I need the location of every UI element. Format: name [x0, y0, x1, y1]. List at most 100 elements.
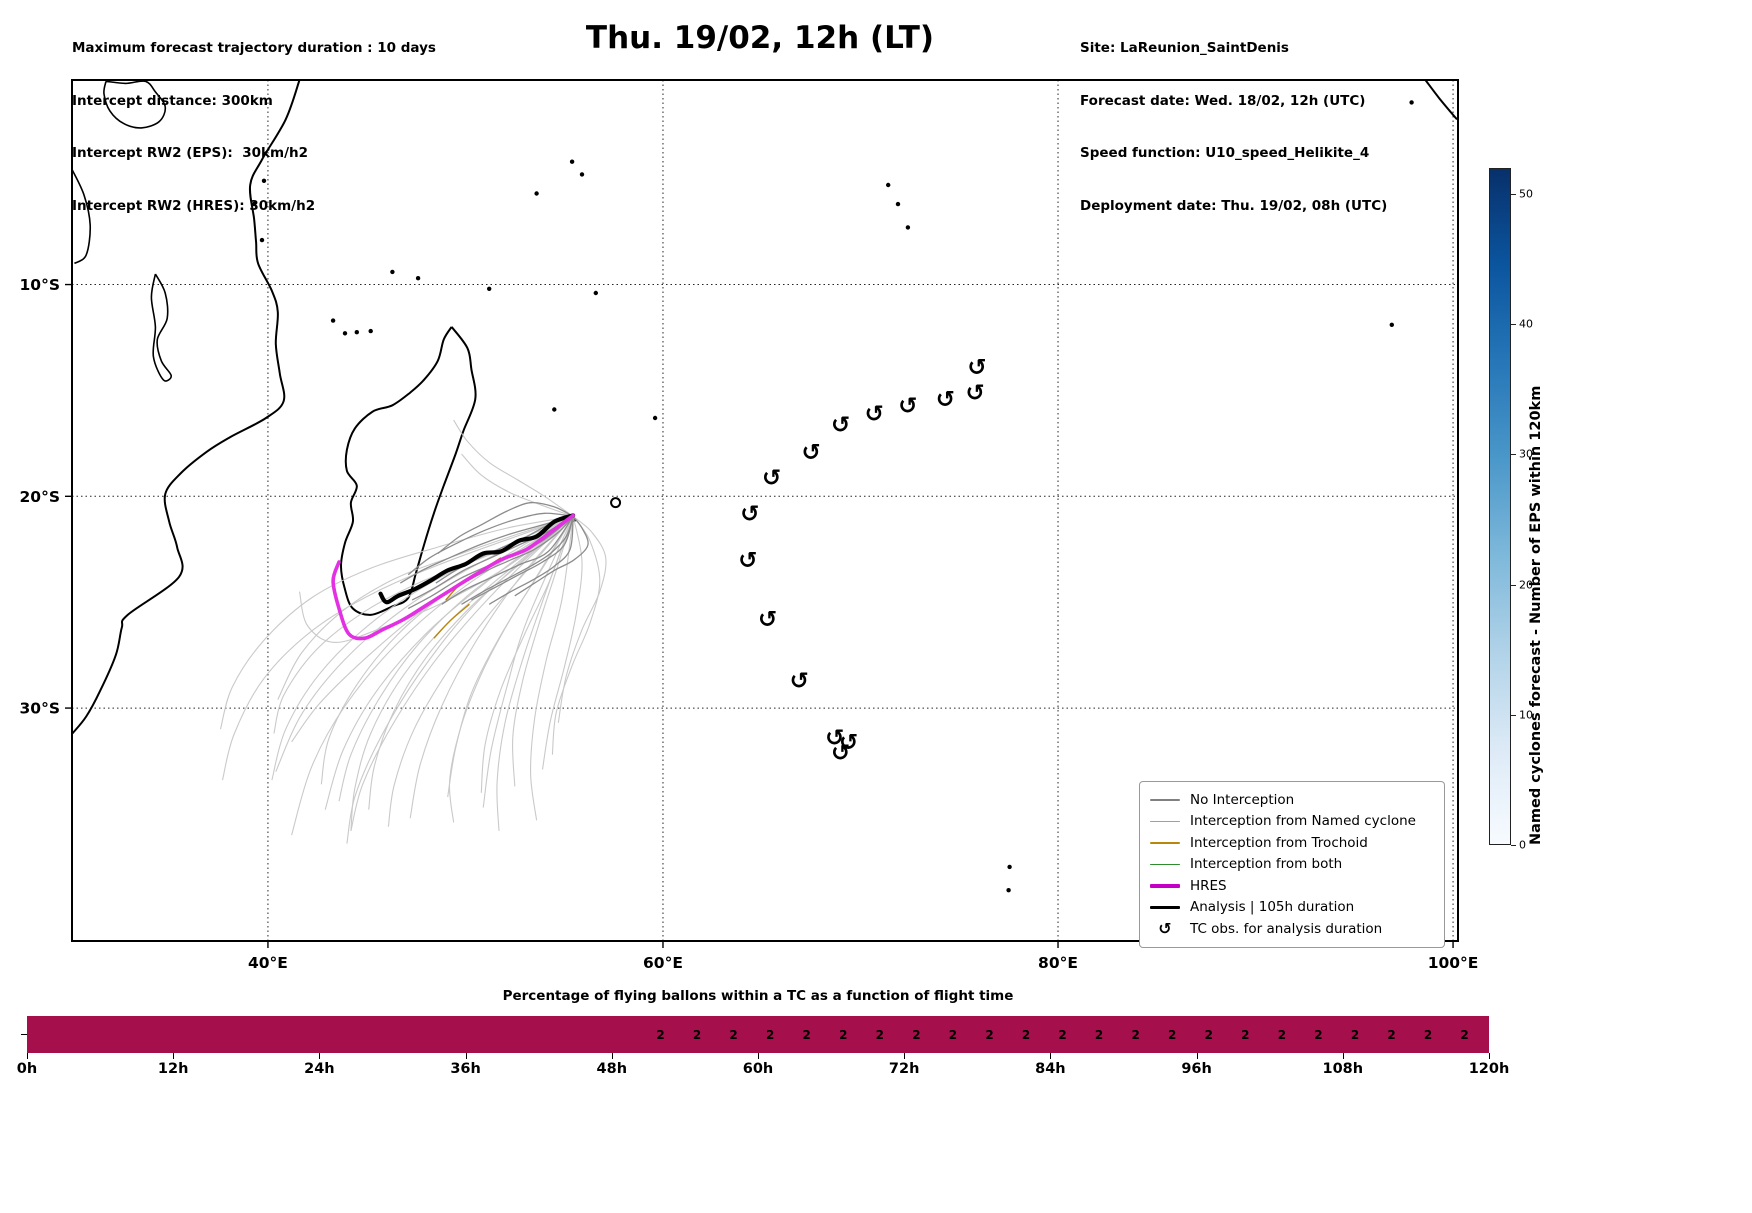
colorbar-axis-label: Named cyclones forecast - Number of EPS … [1528, 385, 1544, 845]
speed-function-text: Speed function: U10_speed_Helikite_4 [1080, 145, 1370, 161]
tc-percentage-value: 2 [1168, 1027, 1177, 1042]
legend-label: Analysis | 105h duration [1190, 899, 1355, 916]
tc-percentage-value: 2 [1058, 1027, 1067, 1042]
y-tick-label: 30°S [20, 700, 60, 718]
legend-row: Interception from both [1150, 854, 1434, 876]
lake-malawi-outline [150, 273, 172, 382]
flight-time-tick-label: 48h [596, 1061, 628, 1077]
flight-time-tick-label: 60h [742, 1061, 774, 1077]
africa-coastline [71, 79, 301, 735]
forecast-date-text: Forecast date: Wed. 18/02, 12h (UTC) [1080, 92, 1366, 109]
tc-percentage-value: 2 [1021, 1027, 1031, 1042]
flight-time-tick-mark [1196, 1053, 1198, 1059]
island-markers [251, 100, 1414, 893]
legend-row: ↺ TC obs. for analysis duration [1150, 918, 1434, 940]
flight-time-tick-mark [319, 1053, 321, 1059]
island-dot [895, 201, 901, 207]
island-dot [1409, 100, 1414, 105]
trajectory-line [496, 516, 574, 831]
ensemble-trajectories-dense [399, 501, 589, 610]
island-dot [259, 237, 265, 243]
island-dot [251, 201, 257, 207]
tc-percentage-value: 2 [1204, 1027, 1213, 1042]
tc-obs-symbol: ↺ [839, 730, 858, 756]
tc-observations: ↺↺↺↺↺↺↺↺↺↺↺↺↺↺↺ [738, 355, 986, 766]
legend-line-swatch [1150, 842, 1180, 844]
sumatra-coastline [1424, 79, 1458, 121]
tc-obs-symbol: ↺ [762, 465, 781, 491]
island-dot [354, 330, 359, 335]
colorbar-tick-mark [1511, 715, 1516, 716]
trajectory-line [447, 516, 574, 798]
tc-obs-symbol: ↺ [740, 501, 759, 527]
tc-percentage-value: 2 [985, 1027, 994, 1042]
flight-time-tick-label: 72h [888, 1061, 920, 1077]
island-dot [593, 290, 598, 296]
legend-line-sample [1150, 863, 1180, 865]
legend-row: No Interception [1150, 789, 1434, 811]
flight-time-tick-mark [173, 1053, 175, 1059]
x-tick-label: 40°E [248, 954, 288, 972]
tc-obs-symbol: ↺ [825, 726, 844, 752]
tc-obs-symbol: ↺ [965, 381, 984, 407]
tc-percentage-value: 2 [1131, 1027, 1140, 1042]
legend-label: HRES [1190, 877, 1227, 894]
legend-line-swatch [1150, 820, 1180, 822]
tc-percentage-value: 2 [839, 1027, 848, 1042]
trajectory-line [411, 515, 574, 601]
tc-obs-symbol: ↺ [738, 548, 757, 574]
flight-time-tick-mark [465, 1053, 467, 1059]
island-dot [368, 328, 373, 334]
tc-obs-symbol-sample: ↺ [1150, 918, 1180, 938]
y-tick-label: 20°S [20, 488, 60, 506]
island-dot [261, 178, 267, 183]
tc-percentage-value: 2 [802, 1027, 811, 1042]
flight-time-tick-mark [1050, 1053, 1052, 1059]
bottom-chart-title: Percentage of flying ballons within a TC… [502, 988, 1014, 1004]
trajectory-line [441, 516, 574, 605]
legend-label: Interception from Trochoid [1190, 834, 1368, 851]
island-dot [1389, 322, 1395, 327]
max-duration-text: Maximum forecast trajectory duration : 1… [72, 40, 436, 56]
trajectory-line [350, 516, 574, 832]
tc-percentage-value: 2 [692, 1027, 702, 1042]
cyclone-icon: ↺ [1158, 918, 1172, 938]
trajectory-line [557, 515, 607, 723]
flight-time-tick-label: 36h [450, 1061, 481, 1077]
flight-time-tick-mark [758, 1053, 759, 1059]
tc-obs-symbol: ↺ [758, 607, 777, 633]
coastlines [71, 79, 1458, 735]
legend-row: HRES [1150, 875, 1434, 897]
island-dot [390, 269, 395, 275]
island-dot [579, 172, 585, 177]
trajectory-line [346, 515, 574, 844]
legend-line-sample [1150, 820, 1180, 822]
page-title: Thu. 19/02, 12h (LT) [585, 20, 935, 56]
island-dot [905, 225, 911, 230]
island-dot [330, 318, 336, 323]
legend-label: TC obs. for analysis duration [1190, 920, 1383, 937]
trajectory-line [320, 515, 574, 785]
colorbar-tick-label: 30 [1519, 447, 1533, 461]
tc-obs-symbol: ↺ [865, 402, 884, 428]
trajectory-line [219, 515, 574, 730]
island-dot [415, 276, 421, 281]
island-dot [886, 182, 891, 188]
legend-line-sample [1150, 842, 1180, 844]
legend-line-swatch [1150, 799, 1180, 801]
tc-percentage-value: 2 [948, 1027, 958, 1042]
trajectory-line [324, 515, 574, 810]
lake-victoria-outline [103, 80, 167, 129]
tc-percentage-value: 2 [912, 1027, 921, 1042]
tc-percentage-value: 2 [1423, 1027, 1433, 1042]
flight-time-tick-mark [27, 1053, 28, 1059]
map-frame [71, 79, 1459, 942]
header-site-block: Site: LaReunion_SaintDenis Forecast date… [1080, 5, 1387, 233]
flight-time-tick-mark [904, 1053, 906, 1059]
analysis-track-line [378, 513, 576, 605]
island-dot [487, 286, 492, 291]
legend-line-swatch [1150, 884, 1180, 888]
flight-time-tick-label: 0h [16, 1061, 38, 1077]
flight-time-tick-mark [611, 1053, 613, 1059]
